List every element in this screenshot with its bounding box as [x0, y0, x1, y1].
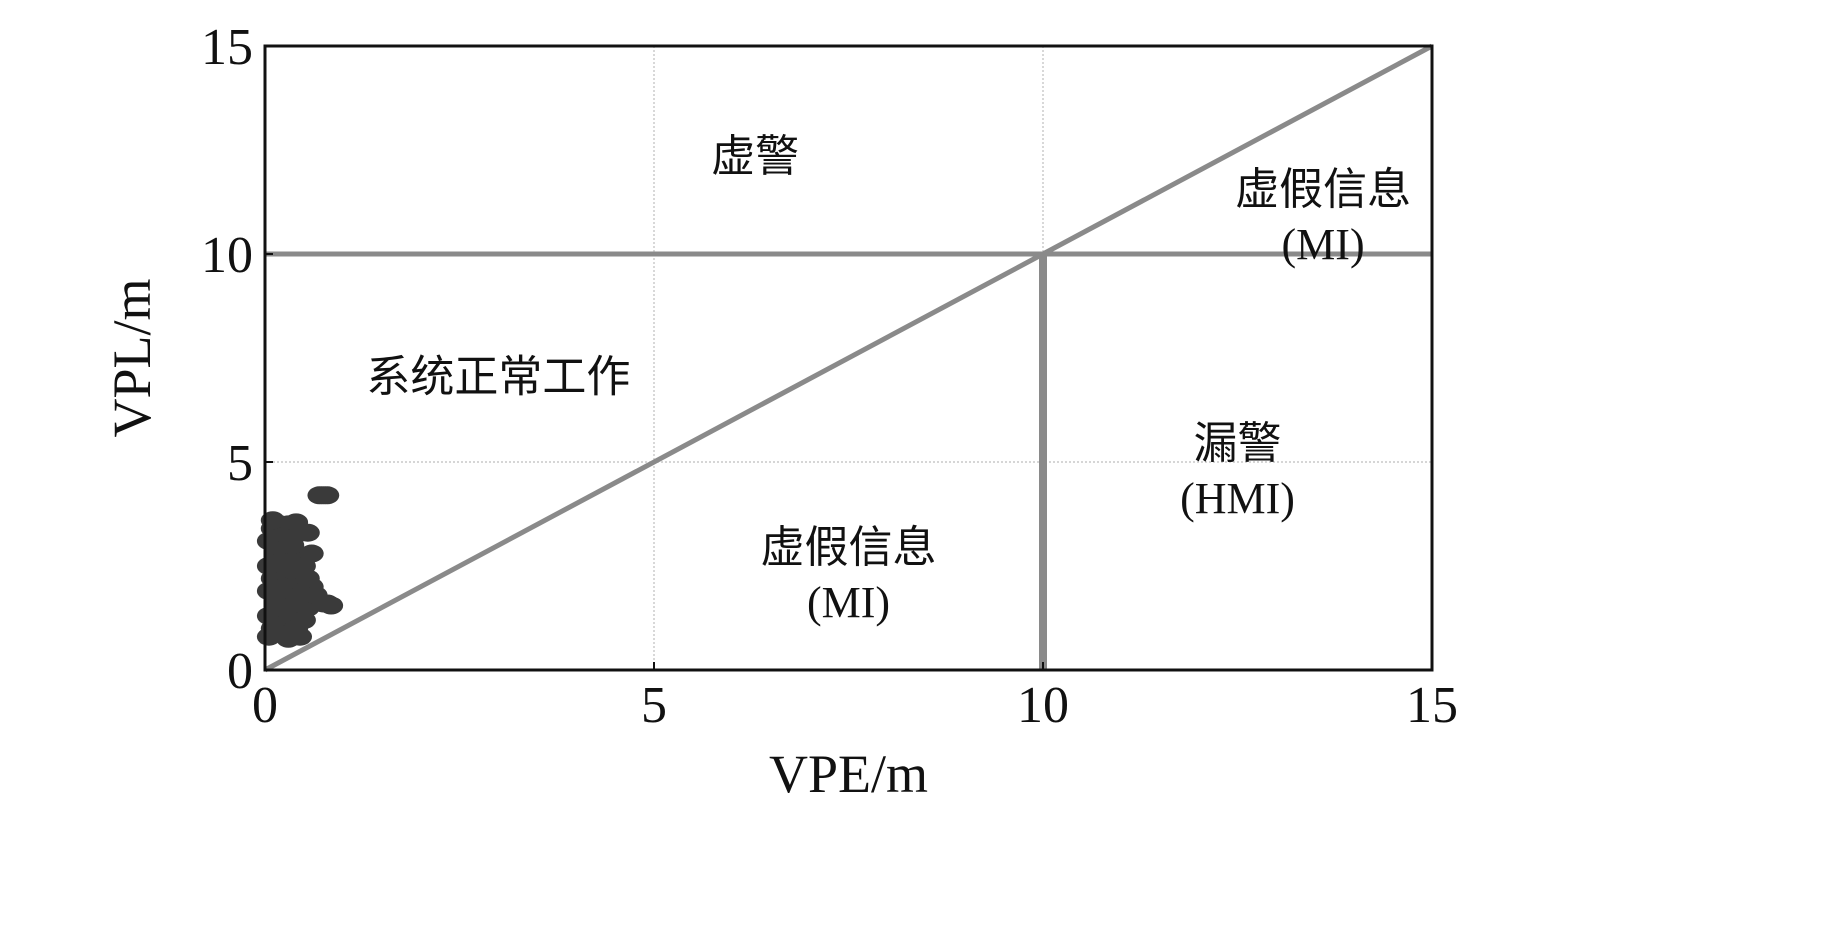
- region-label-line: 漏警: [1194, 419, 1282, 468]
- region-label-line: (MI): [1282, 220, 1365, 269]
- x-tick-label: 10: [1017, 677, 1069, 734]
- y-axis-title: VPL/m: [102, 278, 162, 437]
- region-label: 虚假信息 (MI): [761, 523, 937, 627]
- region-label: 系统正常工作: [366, 352, 630, 401]
- region-label: 虚假信息 (MI): [1235, 165, 1411, 269]
- region-label-line: 虚假信息: [1235, 165, 1411, 214]
- region-label: 虚警: [711, 132, 799, 181]
- data-point: [260, 511, 285, 530]
- y-tick-label: 15: [201, 19, 253, 76]
- region-label-line: 虚警: [711, 132, 799, 181]
- y-tick-label: 0: [227, 643, 253, 700]
- data-point: [284, 513, 309, 532]
- data-point: [276, 629, 301, 648]
- y-tick-label: 10: [201, 227, 253, 284]
- x-tick-label: 15: [1406, 677, 1458, 734]
- region-label-line: (HMI): [1180, 474, 1295, 523]
- region-label: 漏警 (HMI): [1180, 419, 1295, 523]
- region-label-line: (MI): [807, 578, 890, 627]
- region-label-line: 系统正常工作: [366, 352, 630, 401]
- boundary-line-diagonal: [263, 43, 1434, 673]
- x-axis-title: VPE/m: [769, 744, 928, 804]
- data-point: [315, 486, 340, 505]
- x-tick-label: 0: [252, 677, 278, 734]
- y-tick-label: 5: [227, 435, 253, 492]
- x-tick-label: 5: [641, 677, 667, 734]
- plot-frame: [263, 44, 1434, 672]
- region-label-line: 虚假信息: [761, 523, 937, 572]
- data-point: [311, 594, 336, 613]
